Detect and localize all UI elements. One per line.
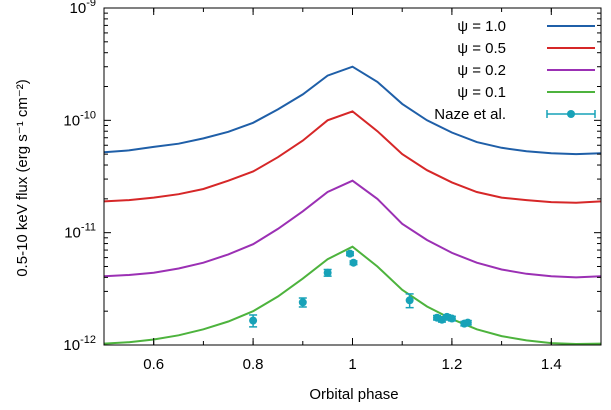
x-tick-label-2: 1 (348, 356, 356, 373)
y-axis-label: 0.5-10 keV flux (erg s⁻¹ cm⁻²) (14, 79, 31, 277)
data-point-0 (249, 316, 258, 325)
plot-lines (103, 65, 602, 346)
series-line-0 (103, 65, 602, 156)
legend-marker-observations (567, 110, 575, 118)
series-line-1 (103, 110, 602, 204)
data-point-9 (447, 314, 456, 323)
legend-label-2: ψ = 0.2 (457, 62, 506, 79)
y-tick-label-0: 10-12 (63, 334, 96, 354)
x-tick-label-0: 0.6 (143, 356, 164, 373)
y-tick-label-1: 10-11 (64, 222, 96, 242)
data-point-5 (405, 296, 414, 305)
legend-label-1: ψ = 0.5 (457, 40, 506, 57)
y-tick-label-2: 10-10 (63, 109, 96, 129)
legend-label-0: ψ = 1.0 (457, 18, 506, 35)
ticks: 0.6 0.8 1 1.2 1.4 10-12 10-11 10-10 10-9 (63, 0, 602, 373)
legend: ψ = 1.0 ψ = 0.5 ψ = 0.2 ψ = 0.1 Naze et al. (434, 18, 596, 123)
x-tick-label-3: 1.2 (441, 356, 462, 373)
legend-label-3: ψ = 0.1 (457, 84, 506, 101)
x-tick-label-1: 0.8 (243, 356, 264, 373)
data-point-3 (346, 249, 355, 258)
legend-label-observations: Naze et al. (434, 106, 506, 123)
data-point-1 (298, 298, 307, 307)
data-point-4 (349, 258, 358, 267)
x-tick-label-4: 1.4 (541, 356, 562, 373)
plot-frame (103, 7, 602, 346)
series-line-2 (103, 179, 602, 279)
plot-points (249, 249, 472, 328)
series-line-3 (103, 245, 602, 346)
data-point-11 (463, 318, 472, 327)
data-point-2 (323, 268, 332, 277)
x-axis-label: Orbital phase (309, 386, 398, 403)
y-tick-label-3: 10-9 (70, 0, 96, 17)
